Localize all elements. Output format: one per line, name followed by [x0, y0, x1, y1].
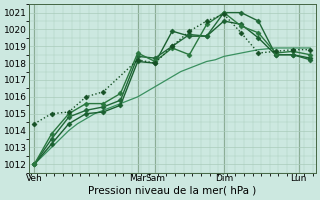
X-axis label: Pression niveau de la mer( hPa ): Pression niveau de la mer( hPa ) [88, 186, 256, 196]
